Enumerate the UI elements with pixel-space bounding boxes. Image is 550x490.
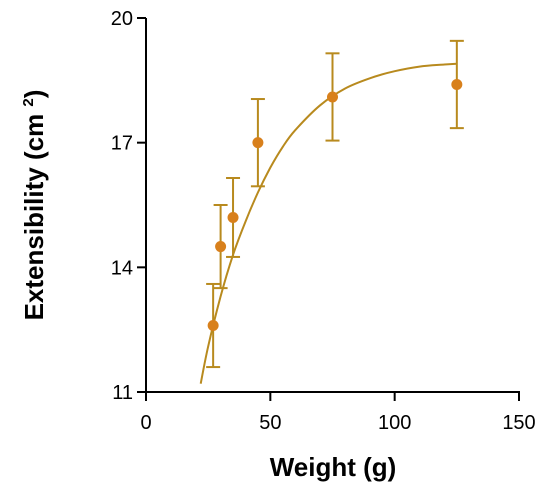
y-axis: 11 14 17 20 — [111, 8, 147, 404]
data-point — [227, 211, 239, 223]
data-point — [451, 78, 463, 90]
x-tick-label: 50 — [259, 412, 281, 434]
y-tick-label: 20 — [111, 8, 133, 30]
data-point — [215, 241, 227, 253]
y-axis-title: Extensibility (cm 2) — [19, 90, 49, 321]
fit-curve — [199, 62, 457, 384]
x-tick-label: 0 — [140, 412, 151, 434]
x-axis: 0 50 100 150 — [140, 391, 536, 434]
y-axis-title-close: ) — [19, 90, 49, 99]
y-axis-title-superscript: 2 — [20, 98, 37, 106]
data-point — [327, 91, 338, 103]
y-tick-label: 17 — [111, 133, 133, 155]
data-point — [252, 137, 264, 149]
x-axis-title: Weight (g) — [270, 452, 397, 482]
x-tick-label: 100 — [378, 412, 411, 434]
x-tick-label: 150 — [502, 412, 535, 434]
y-tick-label: 14 — [111, 257, 133, 279]
y-tick-label: 11 — [112, 382, 133, 404]
data-point — [207, 320, 219, 332]
y-axis-title-text: Extensibility (cm — [19, 107, 49, 321]
